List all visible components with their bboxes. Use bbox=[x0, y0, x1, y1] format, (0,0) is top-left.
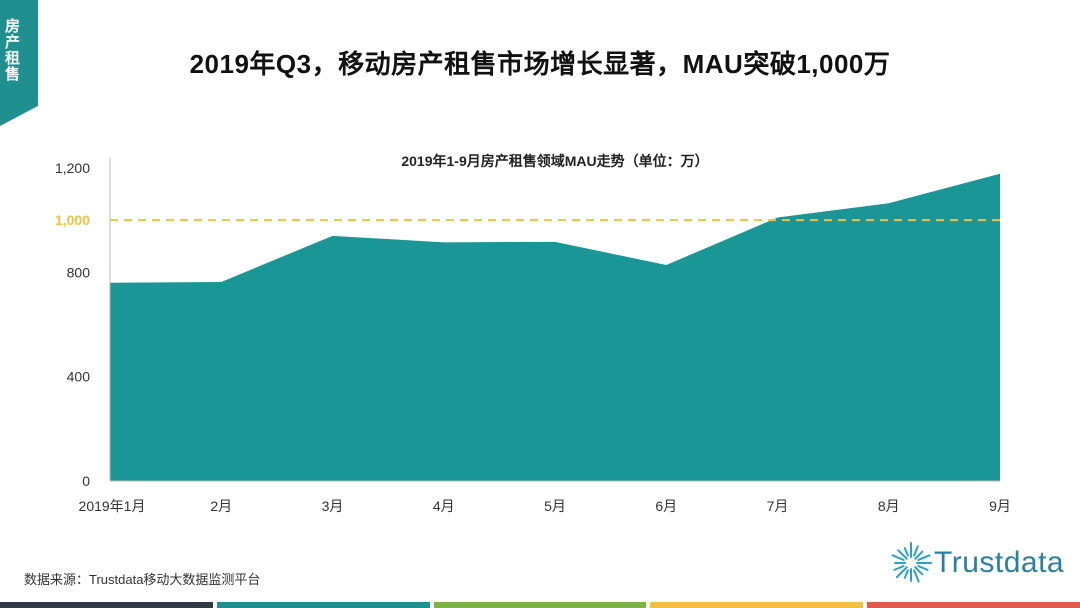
page-title: 2019年Q3，移动房产租售市场增长显著，MAU突破1,000万 bbox=[189, 49, 891, 79]
x-tick-label: 4月 bbox=[433, 498, 455, 514]
footer-segment-2 bbox=[216, 602, 430, 608]
footer-segment-5 bbox=[867, 602, 1080, 608]
y-tick-label: 1,200 bbox=[55, 160, 90, 176]
y-tick-label: 0 bbox=[82, 473, 90, 489]
trustdata-burst-icon bbox=[891, 542, 932, 583]
trustdata-logo: Trustdata bbox=[886, 538, 1065, 590]
mau-area-series bbox=[110, 173, 1000, 481]
x-tick-label: 7月 bbox=[767, 498, 789, 514]
footer-segment-3 bbox=[433, 602, 647, 608]
footer-segment-4 bbox=[650, 602, 864, 608]
logo-text: Trustdata bbox=[934, 546, 1065, 579]
x-tick-label: 6月 bbox=[655, 498, 677, 514]
chart-container: 2019年1-9月房产租售领域MAU走势（单位：万） 0 400 800 1,200 1,… bbox=[0, 140, 1080, 530]
footer-color-bar bbox=[0, 602, 1080, 608]
x-tick-label: 2月 bbox=[210, 498, 232, 514]
chart-title: 2019年1-9月房产租售领域MAU走势（单位：万） bbox=[401, 153, 708, 169]
side-tab: 房产租售 bbox=[0, 0, 38, 126]
x-tick-label: 9月 bbox=[989, 498, 1011, 514]
y-tick-label: 400 bbox=[67, 369, 91, 385]
reference-line-label: 1,000 bbox=[55, 212, 90, 228]
footer-segment-1 bbox=[0, 602, 213, 608]
chart-svg: 2019年1-9月房产租售领域MAU走势（单位：万） 0 400 800 1,200 1,… bbox=[55, 153, 1011, 514]
x-tick-label: 8月 bbox=[878, 498, 900, 514]
source-note: 数据来源：Trustdata移动大数据监测平台 bbox=[24, 572, 261, 587]
x-tick-label: 3月 bbox=[322, 498, 344, 514]
side-tab-label: 房产租售 bbox=[3, 18, 20, 82]
x-tick-label: 2019年1月 bbox=[79, 498, 146, 514]
x-tick-label: 5月 bbox=[544, 498, 566, 514]
y-tick-label: 800 bbox=[67, 264, 91, 280]
